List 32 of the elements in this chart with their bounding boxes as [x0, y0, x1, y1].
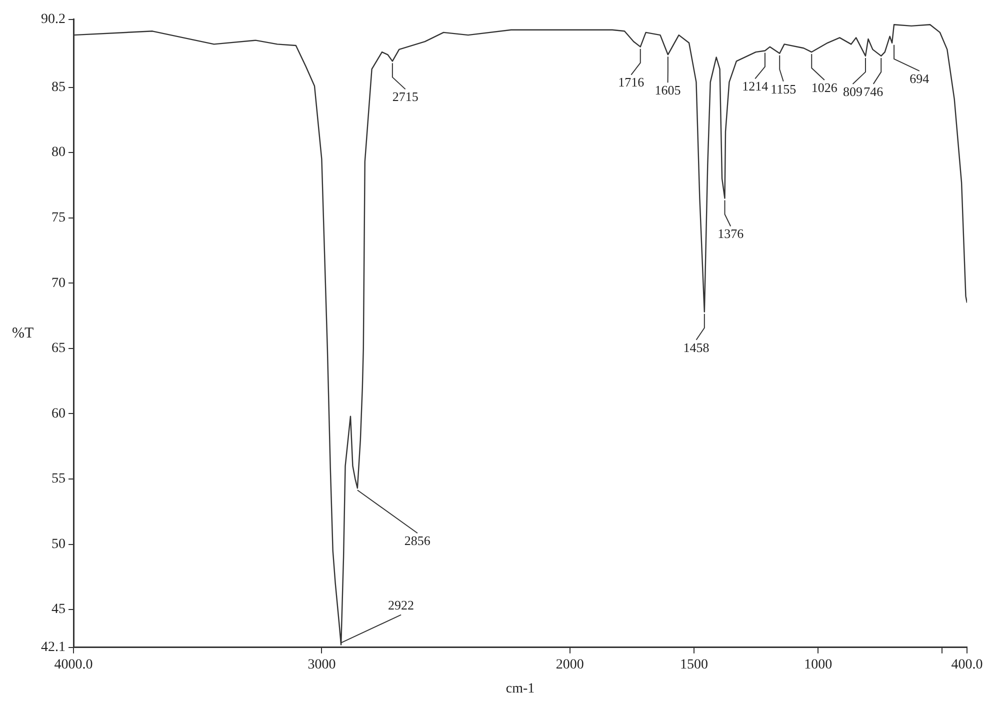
annotation: 1605 [654, 82, 681, 98]
y-tick-label: 90.2 [41, 12, 66, 28]
y-tick-label: 60 [52, 406, 66, 422]
annotation: 1214 [742, 78, 769, 94]
y-tick-label: 70 [52, 276, 66, 291]
y-tick-label: 85 [52, 80, 66, 95]
annotation: 746 [864, 84, 884, 99]
annotation: 1716 [618, 74, 645, 90]
y-tick-label: 50 [52, 536, 66, 552]
x-tick-label: 4000.0 [54, 657, 93, 672]
y-axis-title: %T [12, 325, 34, 342]
annotation: 694 [910, 70, 930, 86]
y-tick-label: 80 [52, 145, 66, 160]
annotation: 2715 [392, 89, 418, 104]
y-tick-label: 42.1 [41, 640, 66, 656]
x-tick-label: 3000 [308, 657, 336, 672]
y-tick-label: 75 [52, 210, 66, 226]
annotation: 2922 [388, 598, 414, 613]
y-tick-label: 55 [52, 472, 66, 487]
annotation: 1458 [683, 340, 710, 355]
annotation: 809 [843, 84, 863, 99]
x-axis-title: cm-1 [506, 681, 535, 696]
annotation: 2856 [404, 533, 431, 548]
x-tick-label: 400.0 [951, 657, 983, 672]
y-tick-label: 45 [52, 602, 66, 618]
x-tick-label: 1000 [804, 657, 832, 672]
annotation: 1026 [811, 80, 838, 95]
annotation: 1155 [770, 81, 796, 96]
x-tick-label: 1500 [680, 657, 708, 672]
y-tick-label: 65 [52, 341, 66, 356]
x-tick-label: 2000 [556, 657, 584, 672]
annotation: 1376 [718, 226, 744, 242]
